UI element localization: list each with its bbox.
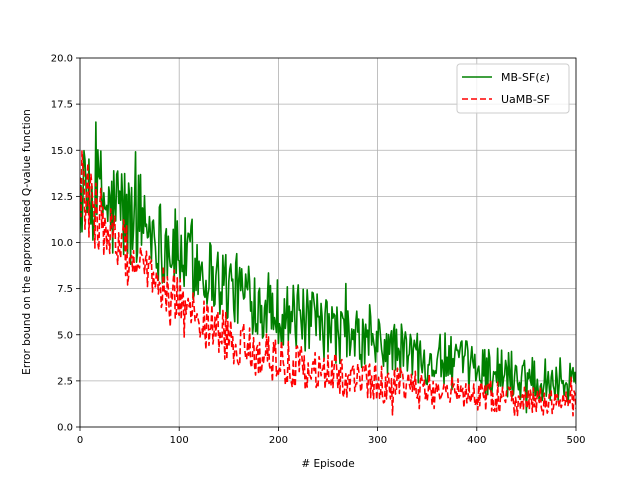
x-tick-label: 300	[368, 435, 387, 446]
x-tick-label: 500	[566, 435, 585, 446]
legend: MB-SF(ε) UaMB-SF	[456, 63, 570, 114]
y-tick-label: 12.5	[51, 192, 73, 203]
y-tick-label: 15.0	[51, 146, 73, 157]
y-axis-label: Error bound on the approximated Q-value …	[21, 109, 33, 375]
x-axis-label: # Episode	[301, 458, 354, 470]
x-tick-label: 200	[269, 435, 288, 446]
series-line-uamb-sf	[80, 150, 576, 417]
y-tick-label: 20.0	[51, 54, 73, 65]
series-layer	[80, 121, 576, 417]
x-tick-label: 400	[467, 435, 486, 446]
series-line-mb-sf	[80, 121, 576, 414]
y-tick-label: 7.5	[57, 284, 73, 295]
y-tick-label: 0.0	[57, 423, 73, 434]
y-tick-label: 10.0	[51, 238, 73, 249]
y-tick-label: 2.5	[57, 376, 73, 387]
legend-label-mb-sf: MB-SF(ε)	[501, 71, 550, 84]
y-tick-label: 5.0	[57, 330, 73, 341]
x-tick-label: 0	[77, 435, 83, 446]
x-tick-label: 100	[170, 435, 189, 446]
y-tick-label: 17.5	[51, 100, 73, 111]
legend-label-uamb-sf: UaMB-SF	[501, 93, 550, 106]
ticks: 0 100 200 300 400 500 0.0 2.5 5.0 7.5 10.0 12.5 15.0…	[51, 54, 586, 447]
